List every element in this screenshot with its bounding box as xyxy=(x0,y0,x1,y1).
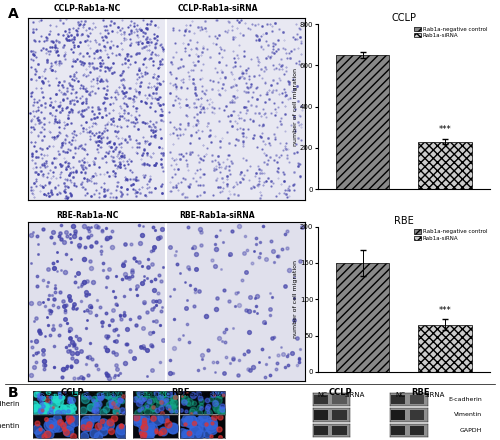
Bar xyxy=(332,410,346,420)
Text: CCLP-Rab1a-NC: CCLP-Rab1a-NC xyxy=(54,4,121,13)
Text: RBE-Rab1a-NC: RBE-Rab1a-NC xyxy=(56,211,118,220)
Text: Vimentin: Vimentin xyxy=(454,412,482,418)
Text: Rab1a-NC: Rab1a-NC xyxy=(40,392,70,397)
Text: RBE: RBE xyxy=(171,388,189,397)
Text: B: B xyxy=(8,386,18,400)
Title: CCLP: CCLP xyxy=(391,14,416,23)
Title: RBE: RBE xyxy=(394,216,413,226)
Bar xyxy=(391,426,406,436)
Text: Vimentin: Vimentin xyxy=(0,423,20,429)
Bar xyxy=(391,395,406,404)
Y-axis label: number of cell migration: number of cell migration xyxy=(294,68,298,146)
Text: RBE-Rab1a-siRNA: RBE-Rab1a-siRNA xyxy=(180,211,256,220)
Text: ***: *** xyxy=(438,125,451,134)
Bar xyxy=(332,395,346,404)
Bar xyxy=(332,426,346,436)
Text: siRNA: siRNA xyxy=(345,392,365,399)
Text: RBE: RBE xyxy=(411,388,429,397)
Y-axis label: number of cell migration: number of cell migration xyxy=(294,260,298,338)
Text: GAPDH: GAPDH xyxy=(460,428,482,433)
Text: CCLP: CCLP xyxy=(60,388,84,397)
Text: ***: *** xyxy=(438,306,451,315)
Text: siRNA: siRNA xyxy=(425,392,445,399)
Bar xyxy=(418,142,472,189)
Legend: Rab1a-negative control, Rab1a-siRNA: Rab1a-negative control, Rab1a-siRNA xyxy=(414,229,487,241)
Text: Rab1a-NC: Rab1a-NC xyxy=(140,392,170,397)
Text: CCLP: CCLP xyxy=(328,388,352,397)
Text: CCLP-Rab1a-siRNA: CCLP-Rab1a-siRNA xyxy=(177,4,258,13)
Text: Rab1a-siRNA: Rab1a-siRNA xyxy=(182,392,222,397)
Text: E-cadherin: E-cadherin xyxy=(449,397,482,402)
Bar xyxy=(314,410,328,420)
Bar xyxy=(336,263,390,372)
Bar xyxy=(336,55,390,189)
Bar xyxy=(410,426,424,436)
Bar xyxy=(391,410,406,420)
Legend: Rab1a-negative control, Rab1a-siRNA: Rab1a-negative control, Rab1a-siRNA xyxy=(414,27,487,38)
Text: E-cadherin: E-cadherin xyxy=(0,401,20,407)
Text: NC: NC xyxy=(318,392,328,399)
Bar xyxy=(314,426,328,436)
Bar xyxy=(410,410,424,420)
Bar xyxy=(418,325,472,372)
Bar xyxy=(410,395,424,404)
Bar xyxy=(314,395,328,404)
Text: A: A xyxy=(8,7,18,21)
Text: Rab1a-siRNA: Rab1a-siRNA xyxy=(82,392,122,397)
Text: NC: NC xyxy=(395,392,405,399)
